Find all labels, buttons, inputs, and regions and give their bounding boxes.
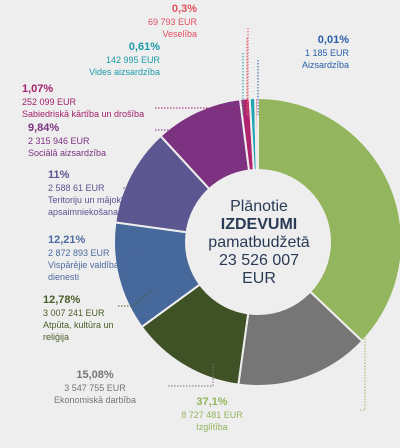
slice-name-label: Aizsardzība [302, 60, 349, 70]
center-line-4: 23 526 007 [219, 252, 299, 269]
slice-amount-label: 252 099 EUR [22, 97, 77, 107]
slice-amount-label: 2 315 946 EUR [28, 136, 90, 146]
slice-name-label: Vides aizsardzība [89, 67, 160, 77]
slice-name-label: dienesti [48, 272, 79, 282]
slice-percent-label: 0,61% [129, 41, 160, 53]
slice-label-2: 12,78% 3 007 241 EUR Atpūta, kultūra un rel… [43, 294, 114, 342]
slice-name-label: Sabiedriskā kārtība un drošība [22, 109, 144, 119]
center-line-2: IZDEVUMI [221, 216, 297, 233]
slice-label-0: 37,1% 8 727 481 EUR Izglītība [181, 396, 243, 432]
slice-amount-label: 2 588 61 EUR [48, 183, 105, 193]
slice-label-3: 12,21% 2 872 893 EUR Vispārējie valdības di… [48, 234, 124, 282]
slice-label-6: 1,07% 252 099 EUR Sabiedriskā kārtība un d… [22, 83, 144, 119]
slice-label-4: 11% 2 588 61 EUR Teritoriju un mājokļu apsa… [48, 169, 128, 217]
slice-amount-label: 69 793 EUR [148, 17, 198, 27]
center-line-1: Plānotie [230, 198, 288, 215]
slice-percent-label: 11% [48, 169, 70, 181]
center-line-5: EUR [242, 270, 276, 287]
slice-name-label: Vispārējie valdības [48, 260, 124, 270]
slice-name-label: apsaimniekošana [48, 207, 118, 217]
slice-name-label: Teritoriju un mājokļu [48, 195, 128, 205]
slice-percent-label: 15,08% [76, 369, 114, 381]
slice-label-8: 0,3% 69 793 EUR Veselība [148, 3, 198, 39]
slice-label-9: 0,01% 1 185 EUR Aizsardzība [302, 34, 350, 70]
slice-percent-label: 12,21% [48, 234, 86, 246]
slice-label-5: 9,84% 2 315 946 EUR Sociālā aizsardzība [28, 122, 106, 158]
slice-name-label: Veselība [162, 29, 197, 39]
slice-amount-label: 142 995 EUR [106, 55, 161, 65]
slice-label-1: 15,08% 3 547 755 EUR Ekonomiskā darbība [54, 369, 136, 405]
center-line-3: pamatbudžetā [208, 234, 310, 251]
slice-amount-label: 8 727 481 EUR [181, 410, 243, 420]
slice-amount-label: 3 007 241 EUR [43, 308, 105, 318]
slice-percent-label: 37,1% [196, 396, 227, 408]
slice-label-7: 0,61% 142 995 EUR Vides aizsardzība [89, 41, 160, 77]
slice-percent-label: 12,78% [43, 294, 81, 306]
slice-name-label: Sociālā aizsardzība [28, 148, 106, 158]
slice-name-label: Ekonomiskā darbība [54, 395, 136, 405]
slice-amount-label: 2 872 893 EUR [48, 248, 110, 258]
slice-percent-label: 1,07% [22, 83, 53, 95]
slice-percent-label: 9,84% [28, 122, 59, 134]
slice-name-label: Izglītība [196, 422, 228, 432]
slice-name-label: Atpūta, kultūra un [43, 320, 114, 330]
slice-amount-label: 1 185 EUR [305, 48, 350, 58]
slice-amount-label: 3 547 755 EUR [64, 383, 126, 393]
slice-percent-label: 0,01% [318, 34, 349, 46]
slice-percent-label: 0,3% [172, 3, 197, 15]
slice-name-label: reliģija [43, 332, 69, 342]
